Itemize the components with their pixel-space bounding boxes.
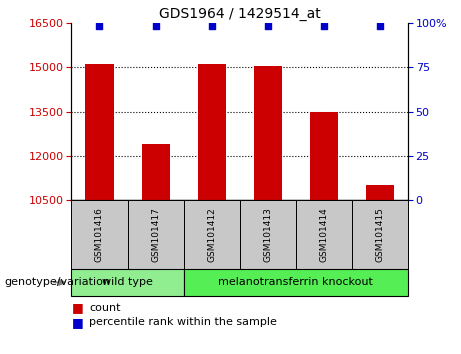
Bar [142,144,170,200]
Bar [198,64,226,200]
Point [208,23,215,28]
Text: GSM101412: GSM101412 [207,207,216,262]
Point [152,23,160,28]
Text: GSM101417: GSM101417 [151,207,160,262]
Text: count: count [89,303,120,313]
Title: GDS1964 / 1429514_at: GDS1964 / 1429514_at [159,7,320,21]
Text: GSM101413: GSM101413 [263,207,272,262]
Text: GSM101415: GSM101415 [375,207,384,262]
Point [376,23,384,28]
Text: ■: ■ [71,302,83,314]
Text: GSM101416: GSM101416 [95,207,104,262]
Point [320,23,327,28]
Text: percentile rank within the sample: percentile rank within the sample [89,317,277,327]
Text: GSM101414: GSM101414 [319,207,328,262]
Point [96,23,103,28]
Text: wild type: wild type [102,277,153,287]
Bar [366,185,394,200]
Point [264,23,272,28]
Text: genotype/variation: genotype/variation [5,277,111,287]
Text: melanotransferrin knockout: melanotransferrin knockout [219,277,373,287]
Bar [254,66,282,200]
Bar [85,64,113,200]
Text: ■: ■ [71,316,83,329]
Bar [310,112,338,200]
